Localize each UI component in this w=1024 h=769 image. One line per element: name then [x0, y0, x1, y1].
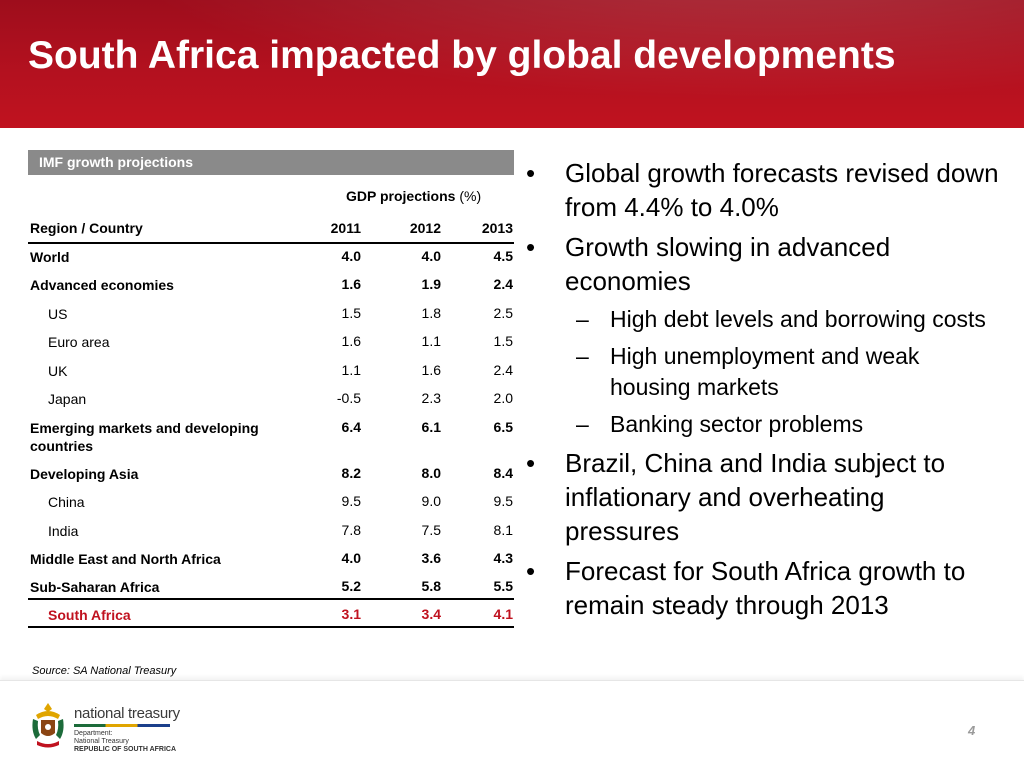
row-label: Advanced economies [30, 277, 174, 293]
column-header-region: Region / Country [30, 220, 143, 236]
row-value-2012: 8.0 [421, 465, 441, 481]
row-label: Japan [48, 391, 87, 407]
row-label: India [48, 523, 79, 539]
row-value-2012: 7.5 [421, 522, 441, 538]
logo-name: national treasury [74, 705, 180, 722]
row-value-2012: 2.3 [421, 390, 441, 406]
logo-line-republic: REPUBLIC OF SOUTH AFRICA [74, 746, 177, 753]
bullet-text: Forecast for South Africa growth to rema… [565, 556, 966, 620]
slide-title: South Africa impacted by global developm… [28, 34, 896, 77]
row-value-2012: 5.8 [421, 578, 441, 594]
row-label: Emerging markets and developing countrie… [30, 420, 259, 454]
bullet-item: • Brazil, China and India subject to inf… [522, 446, 1002, 548]
row-value-2013: 4.5 [493, 248, 513, 264]
row-label: China [48, 494, 85, 510]
sub-bullet-text: High debt levels and borrowing costs [610, 306, 986, 332]
row-value-2013: 4.3 [493, 550, 513, 566]
row-value-2012: 3.6 [421, 550, 441, 566]
highlight-rule-bottom [28, 626, 514, 628]
bullet-item: • Growth slowing in advanced economies [522, 230, 1002, 298]
row-value-2012: 1.8 [421, 305, 441, 321]
bullet-text: Brazil, China and India subject to infla… [565, 448, 946, 546]
bullet-text: Global growth forecasts revised down fro… [565, 158, 999, 222]
column-header-2013: 2013 [481, 220, 513, 236]
row-value-2011: 4.0 [341, 550, 361, 566]
bullet-item: • Forecast for South Africa growth to re… [522, 554, 1002, 622]
sub-bullet-text: Banking sector problems [610, 411, 864, 437]
row-value-2011: 7.8 [341, 522, 361, 538]
table-title: IMF growth projections [28, 150, 514, 175]
row-value-2013: 2.4 [493, 362, 513, 378]
bullet-glyph: • [526, 158, 536, 188]
row-value-2013: 4.1 [493, 606, 513, 622]
row-value-2012: 1.1 [421, 333, 441, 349]
column-header-row: Region / Country 2011 2012 2013 [28, 220, 514, 244]
sub-bullet-item: – High debt levels and borrowing costs [522, 304, 1002, 335]
sub-bullet-item: – Banking sector problems [522, 409, 1002, 440]
row-label: Euro area [48, 334, 110, 350]
coat-of-arms-icon [32, 703, 64, 748]
bullet-glyph: • [526, 556, 536, 586]
row-value-2013: 5.5 [493, 578, 513, 594]
row-label: Sub-Saharan Africa [30, 579, 160, 595]
row-label: World [30, 249, 70, 265]
row-value-2011: -0.5 [336, 390, 361, 406]
row-value-2013: 2.4 [493, 276, 513, 292]
source-note: Source: SA National Treasury [32, 665, 177, 677]
bullet-item: • Global growth forecasts revised down f… [522, 156, 1002, 224]
page-number: 4 [968, 723, 976, 738]
dash-glyph: – [576, 411, 589, 437]
row-value-2011: 3.1 [341, 606, 361, 622]
highlight-rule-top [28, 598, 514, 600]
row-value-2013: 8.1 [493, 522, 513, 538]
slide-header: South Africa impacted by global developm… [0, 0, 1024, 128]
row-value-2011: 6.4 [341, 419, 361, 435]
logo-color-bar [74, 724, 170, 727]
row-value-2012: 1.9 [421, 276, 441, 292]
row-value-2011: 1.6 [341, 333, 361, 349]
row-label: Developing Asia [30, 466, 139, 482]
row-label: US [48, 306, 68, 322]
logo-line-treasury: National Treasury [74, 738, 129, 745]
row-value-2011: 9.5 [341, 493, 361, 509]
row-value-2011: 8.2 [341, 465, 361, 481]
row-value-2012: 4.0 [421, 248, 441, 264]
row-label: UK [48, 363, 68, 379]
sub-bullet-item: – High unemployment and weak housing mar… [522, 341, 1002, 403]
bullet-list: • Global growth forecasts revised down f… [522, 156, 1002, 628]
row-value-2011: 1.6 [341, 276, 361, 292]
gdp-header-unit: (%) [459, 188, 482, 204]
row-value-2013: 1.5 [493, 333, 513, 349]
bullet-glyph: • [526, 448, 536, 478]
imf-projections-table: IMF growth projections GDP projections (… [28, 150, 514, 628]
bullet-text: Growth slowing in advanced economies [565, 232, 891, 296]
column-header-2012: 2012 [409, 220, 441, 236]
row-value-2013: 2.0 [493, 390, 513, 406]
gdp-projections-header: GDP projections (%) [346, 188, 481, 204]
row-value-2012: 3.4 [421, 606, 441, 622]
row-value-2011: 5.2 [341, 578, 361, 594]
row-value-2013: 9.5 [493, 493, 513, 509]
row-value-2011: 1.1 [341, 362, 361, 378]
slide-footer: national treasury Department: National T… [0, 680, 1024, 769]
national-treasury-logo: national treasury Department: National T… [74, 705, 180, 754]
header-sheen [0, 0, 1024, 128]
logo-line-department: Department: [74, 730, 113, 737]
row-value-2013: 2.5 [493, 305, 513, 321]
row-value-2012: 6.1 [421, 419, 441, 435]
row-label: South Africa [48, 607, 131, 623]
row-value-2011: 4.0 [341, 248, 361, 264]
row-value-2012: 9.0 [421, 493, 441, 509]
row-value-2013: 8.4 [493, 465, 513, 481]
row-value-2012: 1.6 [421, 362, 441, 378]
sub-bullet-text: High unemployment and weak housing marke… [610, 343, 920, 400]
row-value-2011: 1.5 [341, 305, 361, 321]
row-label: Middle East and North Africa [30, 551, 221, 567]
column-header-2011: 2011 [330, 220, 361, 236]
dash-glyph: – [576, 306, 589, 332]
gdp-header-label: GDP projections [346, 188, 456, 204]
dash-glyph: – [576, 343, 589, 369]
row-value-2013: 6.5 [493, 419, 513, 435]
bullet-glyph: • [526, 232, 536, 262]
